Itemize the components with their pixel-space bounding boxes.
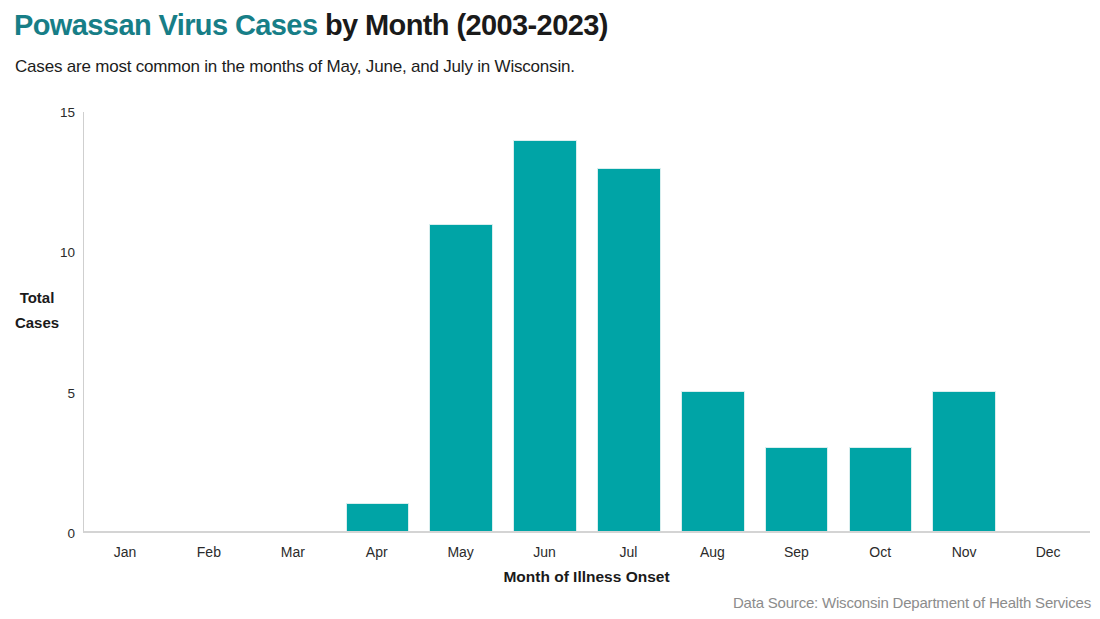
y-tick-10: 10: [60, 245, 75, 260]
bar-slot-may: [419, 112, 503, 531]
x-axis-title: Month of Illness Onset: [83, 568, 1090, 586]
data-source-note: Data Source: Wisconsin Department of Hea…: [733, 594, 1091, 611]
bar-slot-feb: [168, 112, 252, 531]
bar-slot-oct: [838, 112, 922, 531]
bar-slot-sep: [755, 112, 839, 531]
x-tick-mar: Mar: [251, 544, 335, 560]
bar-slot-aug: [671, 112, 755, 531]
x-tick-feb: Feb: [167, 544, 251, 560]
x-tick-jan: Jan: [83, 544, 167, 560]
x-tick-dec: Dec: [1006, 544, 1090, 560]
y-tick-15: 15: [60, 105, 75, 120]
bar-slot-mar: [252, 112, 336, 531]
bar-slot-jun: [503, 112, 587, 531]
bar-jun: [513, 140, 577, 531]
bar-nov: [932, 391, 996, 531]
bar-sep: [765, 447, 829, 531]
y-tick-0: 0: [67, 526, 75, 541]
bar-slot-dec: [1006, 112, 1090, 531]
y-tick-5: 5: [67, 385, 75, 400]
bar-slot-apr: [335, 112, 419, 531]
page-title-accent: Powassan Virus Cases: [14, 9, 317, 41]
x-tick-apr: Apr: [335, 544, 419, 560]
bar-jul: [597, 168, 661, 531]
x-tick-sep: Sep: [754, 544, 838, 560]
chart-subtitle: Cases are most common in the months of M…: [15, 57, 575, 77]
x-tick-aug: Aug: [670, 544, 754, 560]
x-tick-nov: Nov: [922, 544, 1006, 560]
bar-oct: [849, 447, 913, 531]
bar-aug: [681, 391, 745, 531]
bar-slot-jul: [587, 112, 671, 531]
bar-may: [429, 224, 493, 531]
x-tick-jul: Jul: [587, 544, 671, 560]
x-tick-jun: Jun: [503, 544, 587, 560]
bar-slot-jan: [84, 112, 168, 531]
x-axis-ticks: JanFebMarAprMayJunJulAugSepOctNovDec: [83, 544, 1090, 560]
bar-slot-nov: [922, 112, 1006, 531]
page-title-rest: by Month (2003-2023): [317, 9, 607, 41]
bar-apr: [346, 503, 410, 531]
y-axis-ticks: 051015: [0, 112, 75, 533]
plot-area: [83, 112, 1090, 533]
x-tick-oct: Oct: [838, 544, 922, 560]
page-title: Powassan Virus Cases by Month (2003-2023…: [14, 9, 608, 42]
x-tick-may: May: [419, 544, 503, 560]
